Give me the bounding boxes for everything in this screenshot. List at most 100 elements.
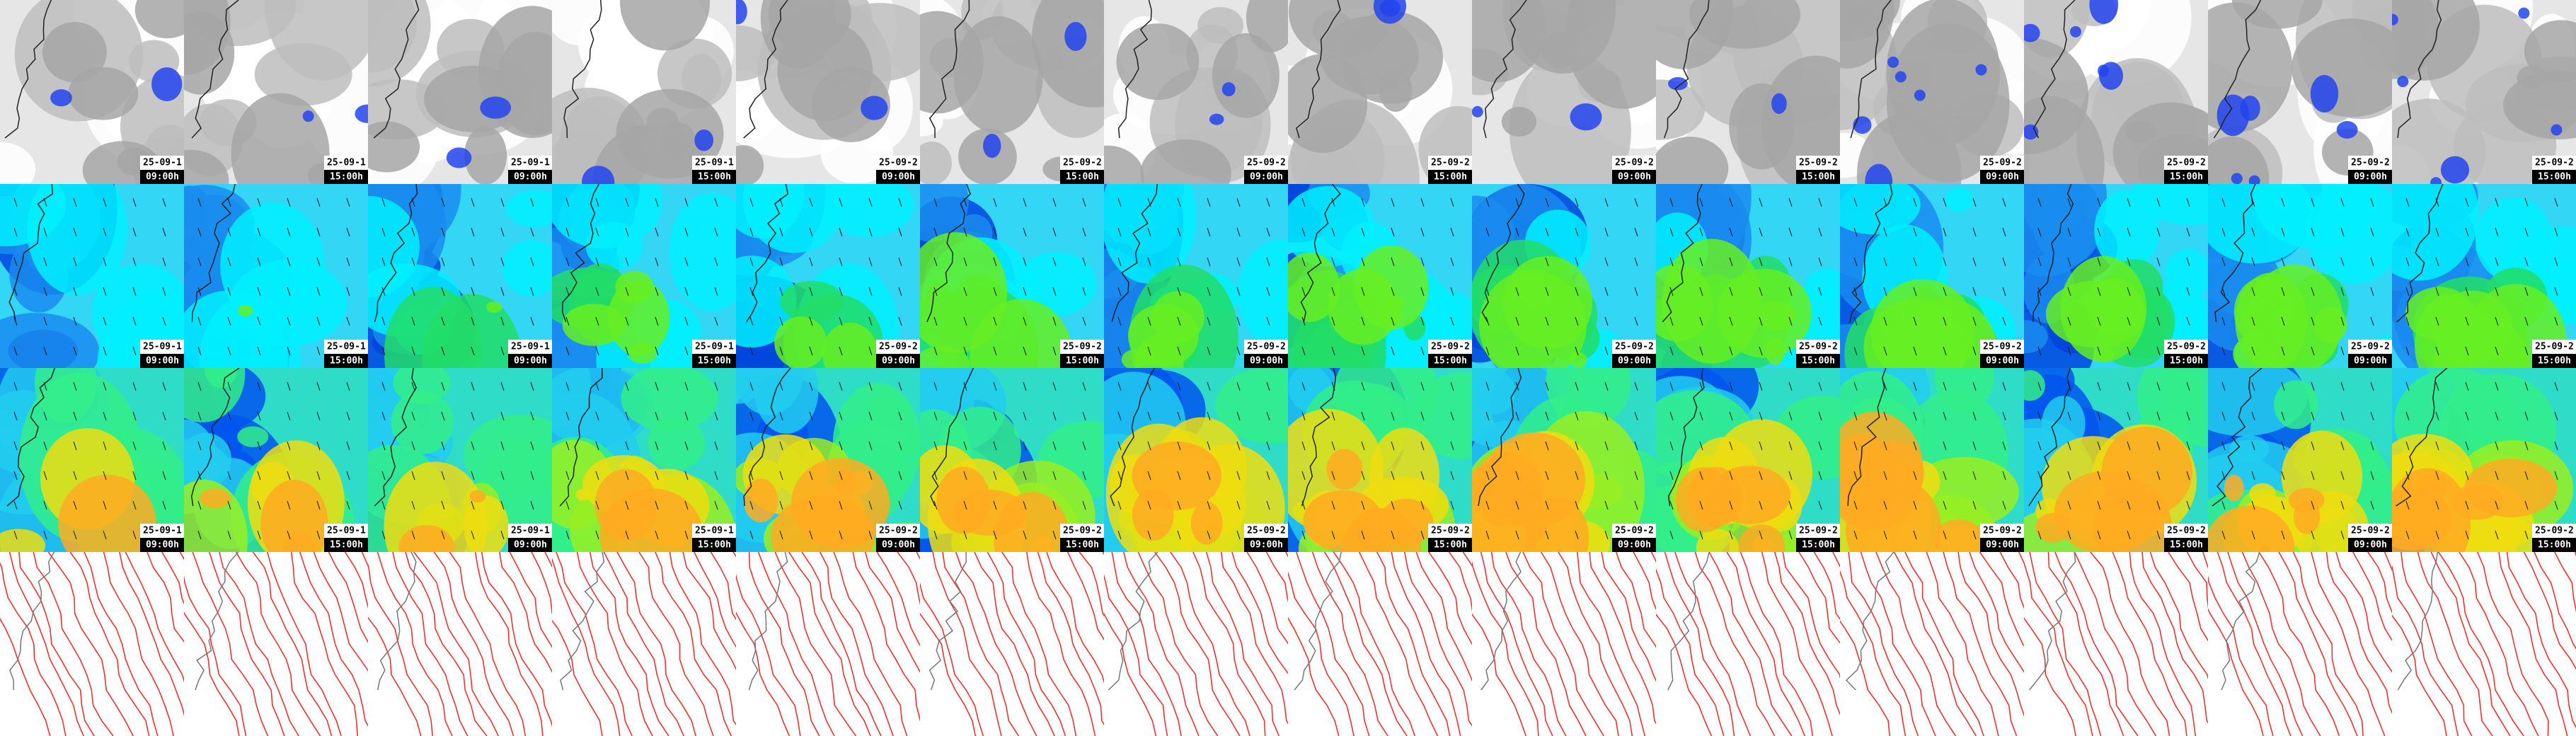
wind-barb	[287, 287, 291, 297]
wind-barb	[471, 346, 475, 356]
wind-barb	[2002, 411, 2006, 421]
map-cell: 25-09-215:00h	[1656, 184, 1840, 368]
map-cell: 25-09-115:00h	[552, 368, 736, 552]
field-blob	[464, 126, 507, 184]
wind-barb	[1604, 197, 1609, 207]
wind-barb	[471, 530, 475, 540]
contour	[368, 616, 422, 736]
wind-barb	[2465, 411, 2469, 421]
contour	[576, 552, 653, 736]
wind-barb	[346, 316, 350, 326]
map-cell: 25-09-209:00h	[736, 0, 920, 184]
contour	[655, 552, 732, 736]
wind-barb	[2524, 441, 2529, 451]
wind-barb	[779, 346, 783, 356]
wind-barb	[2221, 346, 2226, 356]
wind-barb	[13, 257, 18, 267]
field-blob	[42, 21, 107, 83]
wind-barb	[1788, 381, 1793, 391]
coastline	[1111, 184, 1158, 323]
time-label: 09:00h	[1986, 540, 2019, 551]
wind-barb	[2465, 197, 2469, 207]
contour	[2335, 552, 2392, 673]
wind-barb	[2524, 287, 2529, 297]
wind-barb	[1117, 530, 1122, 540]
wind-barb	[2067, 530, 2071, 540]
field-blob	[1369, 427, 1440, 524]
wind-barb	[2524, 346, 2529, 356]
field-blob	[1656, 137, 1729, 184]
wind-barb	[411, 411, 415, 421]
contour	[2534, 552, 2576, 650]
wind-barb	[316, 411, 321, 421]
wind-barb	[1117, 287, 1122, 297]
wind-barb	[993, 197, 997, 207]
wind-barb	[2405, 441, 2410, 451]
field-blob	[754, 368, 819, 434]
date-label: 25-09-1	[695, 158, 734, 168]
wind-barb	[162, 471, 166, 481]
wind-barb	[316, 316, 321, 326]
field-blob	[200, 488, 231, 509]
map-bg	[2024, 552, 2208, 736]
contour	[47, 552, 134, 736]
wind-barb	[779, 381, 783, 391]
field-blob	[2475, 197, 2553, 283]
wind-barb	[839, 381, 843, 391]
field-blob	[1944, 187, 1974, 212]
wind-barb	[1117, 471, 1122, 481]
date-bg	[2532, 524, 2576, 538]
wind-barb	[1669, 381, 1674, 391]
wind-barb	[868, 530, 873, 540]
contour	[2554, 552, 2576, 613]
field-blob	[1104, 145, 1144, 184]
wind-barb	[2495, 257, 2499, 267]
wind-barb	[1361, 257, 1365, 267]
wind-barb	[993, 287, 997, 297]
field-blob	[2430, 177, 2442, 184]
contour	[1664, 552, 1735, 736]
wind-barb	[103, 471, 107, 481]
date-bg	[2532, 156, 2576, 170]
wind-barb	[1913, 287, 1917, 297]
contour	[987, 552, 1066, 736]
contour	[955, 552, 1037, 736]
contour	[757, 552, 835, 736]
wind-barb	[868, 346, 873, 356]
wind-barb	[346, 381, 350, 391]
wind-barb	[381, 441, 386, 451]
wind-barb	[1634, 381, 1638, 391]
time-label: 15:00h	[2170, 356, 2203, 367]
wind-barb	[655, 441, 659, 451]
contour	[1490, 552, 1567, 736]
wind-barb	[2495, 287, 2499, 297]
map-bg	[736, 552, 920, 736]
wind-barb	[839, 287, 843, 297]
date-label: 25-09-2	[879, 526, 918, 536]
coastline	[374, 184, 418, 323]
wind-barb	[471, 287, 475, 297]
wind-barb	[2465, 316, 2469, 326]
wind-barb	[2405, 197, 2410, 207]
wind-barb	[933, 257, 938, 267]
time-bg	[1060, 354, 1104, 368]
map-cell	[552, 552, 736, 736]
wind-barb	[839, 257, 843, 267]
wind-barb	[500, 197, 505, 207]
wind-barb	[749, 197, 754, 207]
wind-barb	[1759, 227, 1763, 237]
wind-barb	[1177, 411, 1181, 421]
wind-barb	[1082, 381, 1086, 391]
map-cell: 25-09-209:00h	[2208, 184, 2392, 368]
wind-barb	[1853, 500, 1858, 510]
wind-barb	[471, 441, 475, 451]
contour	[1774, 552, 1840, 715]
field-blob	[2313, 306, 2347, 343]
coastline	[1301, 368, 1337, 507]
wind-barb	[316, 346, 321, 356]
wind-barb	[1052, 381, 1057, 391]
wind-barb	[411, 500, 415, 510]
time-bg	[876, 354, 920, 368]
wind-barb	[2127, 227, 2131, 237]
wind-barb	[132, 197, 137, 207]
